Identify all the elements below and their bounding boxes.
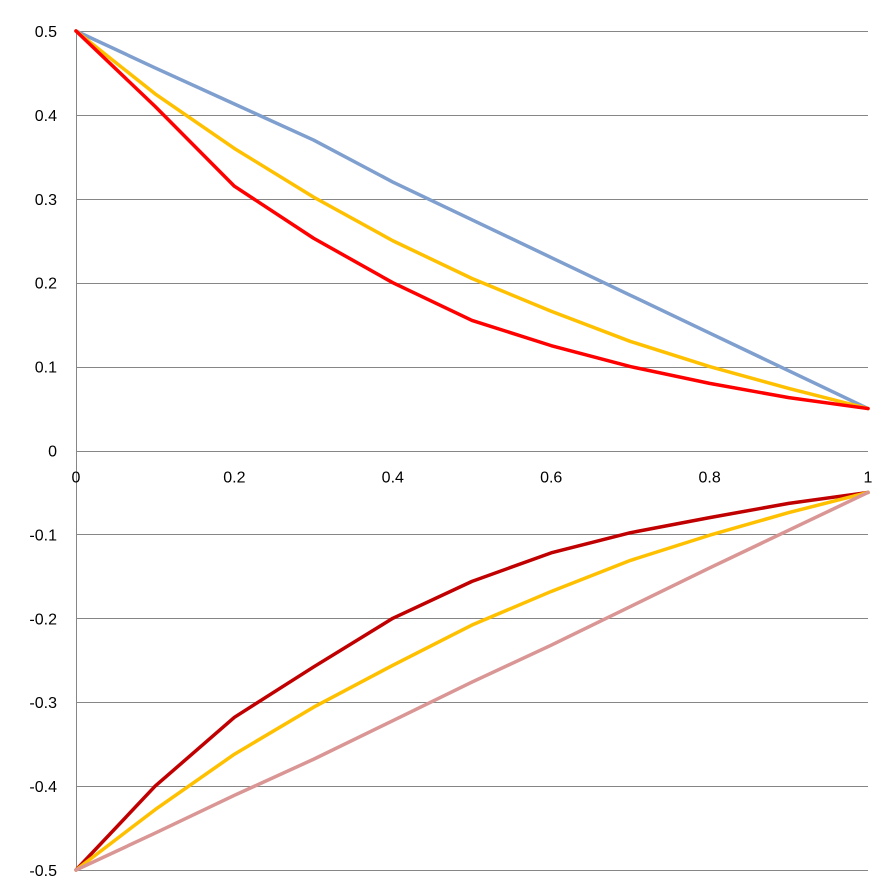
- y-tick-label: 0.3: [35, 192, 57, 209]
- x-tick-label: 0.6: [540, 470, 562, 487]
- x-tick-label: 0.8: [698, 470, 720, 487]
- y-tick-label: -0.1: [29, 527, 57, 544]
- x-tick-label: 0: [72, 470, 81, 487]
- y-tick-label: 0.4: [35, 108, 57, 125]
- y-tick-label: -0.2: [29, 611, 57, 628]
- y-tick-labels: 0.5 0.4 0.3 0.2 0.1 0 -0.1 -0.2 -0.3 -0.4 -0.5: [29, 24, 57, 880]
- series-line-3: [74, 29, 870, 411]
- series-line-6: [74, 490, 870, 872]
- y-tick-label: 0.1: [35, 360, 57, 377]
- series-line-5: [74, 490, 870, 872]
- series-line-1: [74, 29, 870, 411]
- x-tick-label: 1: [864, 470, 873, 487]
- x-tick-label: 0.4: [382, 470, 404, 487]
- y-tick-label: -0.3: [29, 695, 57, 712]
- y-tick-label: -0.4: [29, 779, 57, 796]
- axes: [76, 31, 868, 870]
- series-line-2: [74, 29, 870, 411]
- x-tick-labels: 0 0.2 0.4 0.6 0.8 1: [72, 470, 873, 487]
- series-line-4: [74, 490, 870, 872]
- y-tick-label: 0: [48, 444, 57, 461]
- series-lines: [74, 29, 870, 872]
- y-tick-label: 0.5: [35, 24, 57, 41]
- y-tick-label: 0.2: [35, 276, 57, 293]
- gridlines: [76, 31, 868, 871]
- y-tick-label: -0.5: [29, 863, 57, 880]
- x-tick-label: 0.2: [223, 470, 245, 487]
